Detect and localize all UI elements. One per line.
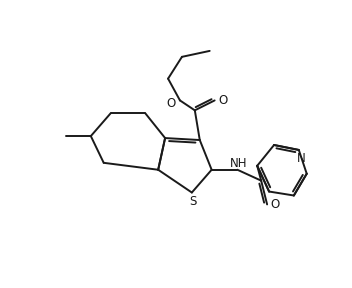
Text: O: O [270,198,279,211]
Text: O: O [218,94,227,107]
Text: O: O [166,97,176,110]
Text: S: S [189,195,196,208]
Text: N: N [296,152,305,165]
Text: NH: NH [230,157,247,170]
